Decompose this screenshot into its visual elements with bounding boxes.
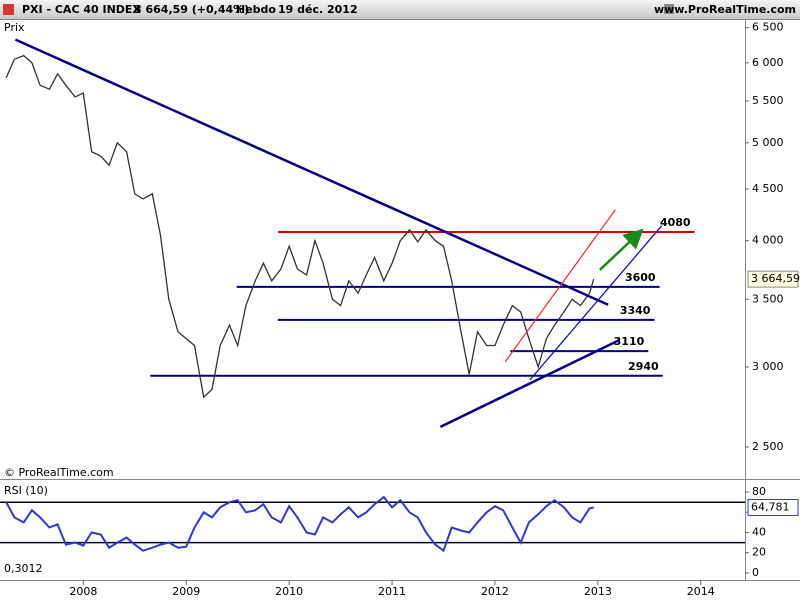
x-tick-label: 2012	[481, 585, 509, 598]
level-label: 2940	[628, 360, 659, 373]
x-tick-label: 2011	[378, 585, 406, 598]
y-axis-label: Prix	[4, 21, 25, 34]
trendline	[529, 225, 663, 381]
y-tick-label: 2 500	[752, 440, 784, 453]
trendline	[504, 209, 616, 363]
level-label: 3600	[625, 271, 656, 284]
y-tick-label: 0	[752, 566, 759, 579]
value-tag-label: 3 664,59	[751, 272, 800, 285]
quote: 3 664,59 (+0,44%)	[134, 3, 249, 16]
x-tick-label: 2009	[172, 585, 200, 598]
y-tick-label: 5 500	[752, 94, 784, 107]
y-tick-label: 40	[752, 526, 766, 539]
level-label: 4080	[660, 216, 691, 229]
y-tick-label: 3 500	[752, 292, 784, 305]
x-tick-label: 2013	[584, 585, 612, 598]
trendline	[439, 338, 621, 428]
period: Hebdo	[236, 3, 276, 16]
value-tag-label: 64,781	[751, 500, 790, 513]
series-line	[5, 495, 594, 553]
date: 19 déc. 2012	[278, 3, 358, 16]
trendline	[14, 38, 609, 306]
y-tick-label: 3 000	[752, 360, 784, 373]
x-tick-label: 2010	[275, 585, 303, 598]
icon	[3, 4, 14, 15]
value-tag	[747, 270, 799, 288]
level-label: 3110	[614, 335, 645, 348]
site: www.ProRealTime.com	[654, 3, 796, 16]
trendline	[599, 228, 644, 271]
x-tick-label: 2008	[69, 585, 97, 598]
header-bar	[0, 0, 800, 19]
y-tick-label: 6 500	[752, 21, 784, 34]
y-tick-label: 6 000	[752, 56, 784, 69]
y-tick-label: 5 000	[752, 136, 784, 149]
source: © ProRealTime.com	[4, 466, 114, 479]
series-line	[5, 54, 595, 399]
value-tag	[747, 498, 799, 516]
level-label: 3340	[620, 304, 651, 317]
rsi-footnote: 0,3012	[4, 562, 43, 575]
y-tick-label: 4 500	[752, 182, 784, 195]
rsi-title: RSI (10)	[4, 484, 48, 497]
y-tick-label: 20	[752, 546, 766, 559]
y-tick-label: 4 000	[752, 234, 784, 247]
icon[interactable]	[664, 4, 674, 14]
y-tick-label: 80	[752, 485, 766, 498]
x-tick-label: 2014	[687, 585, 715, 598]
symbol: PXI - CAC 40 INDEX	[22, 3, 141, 16]
